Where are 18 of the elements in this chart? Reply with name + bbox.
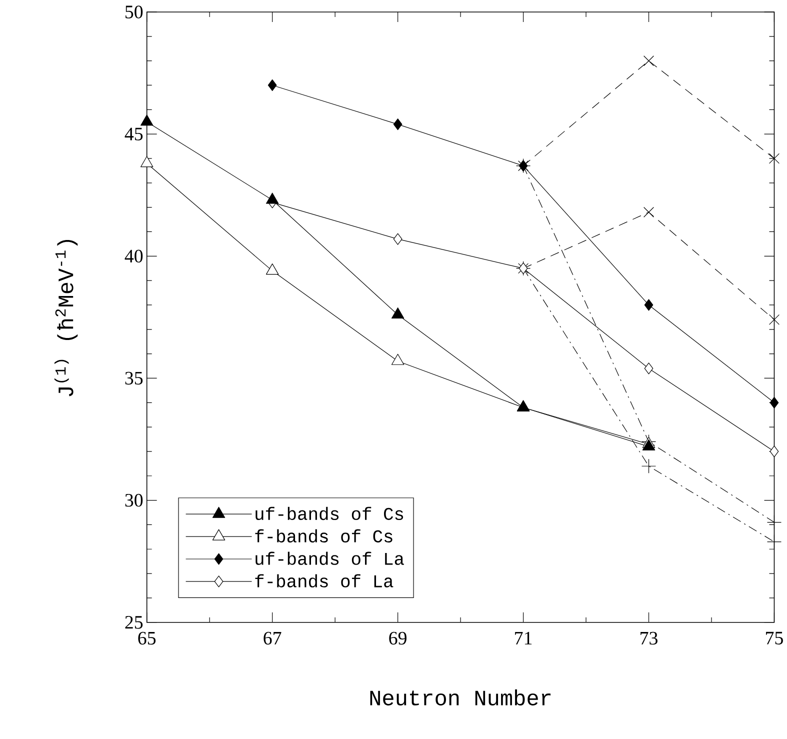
legend-label: uf-bands of Cs [256,506,404,520]
y-tick-label: 50 [126,5,143,18]
legend-label: f-bands of Cs [255,529,392,542]
x-tick-label: 69 [389,632,406,644]
x-tick-label: 65 [138,632,156,644]
x-axis-title: Neutron Number [370,689,551,706]
y-tick-label: 25 [125,616,143,629]
legend-label: f-bands of La [255,574,394,588]
y-tick-label: 45 [124,128,143,140]
x-tick-label: 75 [766,632,783,644]
y-tick-label: 40 [124,250,143,262]
legend-label: uf-bands of La [256,552,404,565]
x-tick-label: 67 [264,632,282,644]
y-tick-label: 30 [125,494,143,507]
x-tick-label: 71 [515,632,532,644]
text: J$^{(1)}$ (ħ$^{2}$MeV$^{-1}$) [54,240,78,396]
x-tick-label: 73 [640,632,658,644]
y-tick-label: 35 [125,372,143,384]
